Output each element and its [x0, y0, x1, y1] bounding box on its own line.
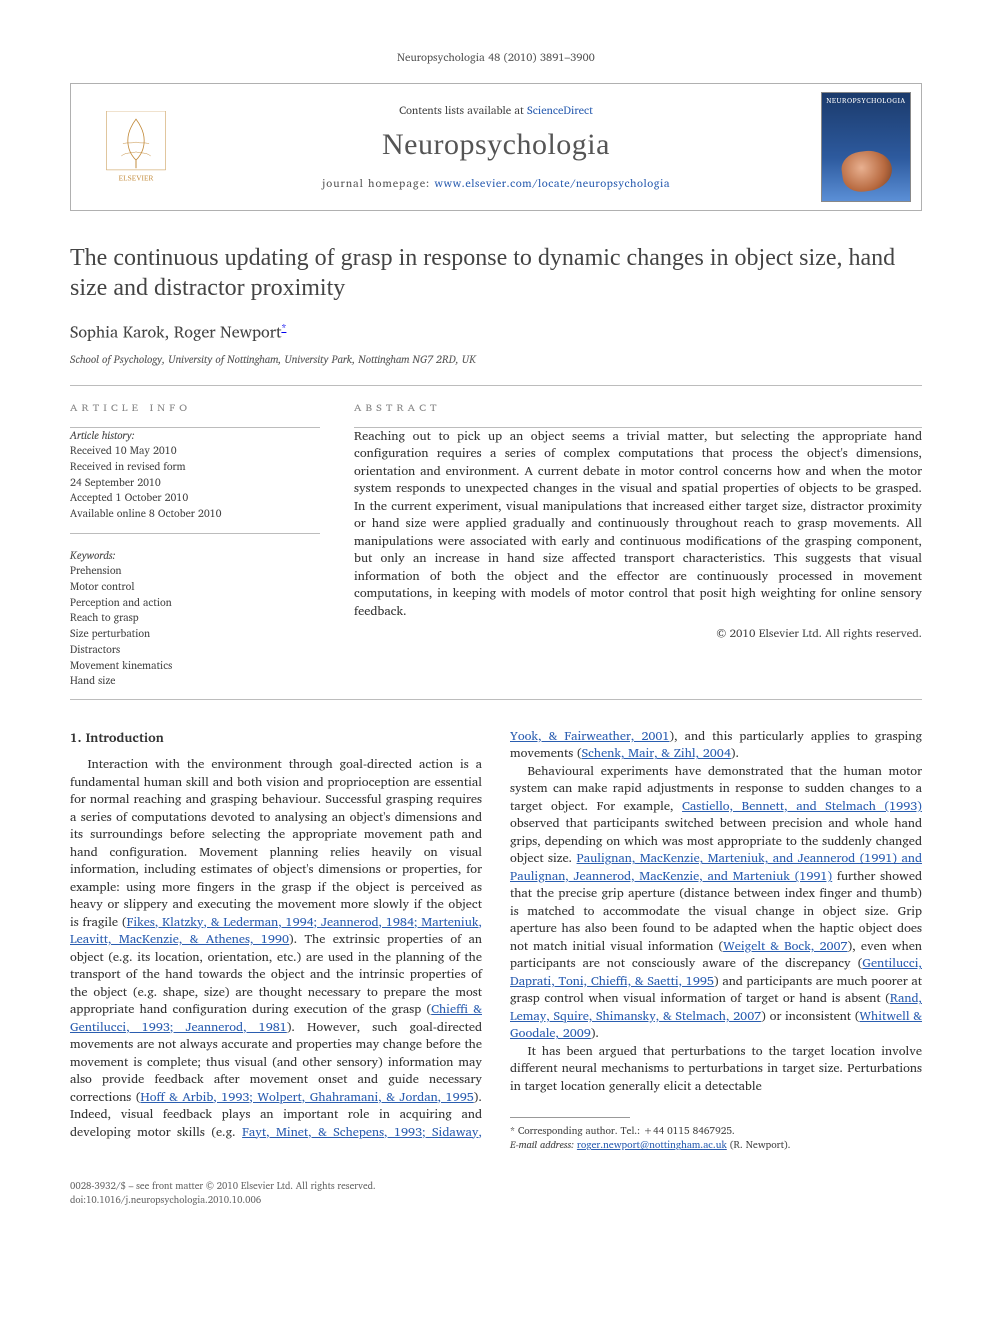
abstract-copyright: © 2010 Elsevier Ltd. All rights reserved… — [354, 626, 922, 642]
article-info-col: article info Article history: Received 1… — [70, 400, 320, 689]
sciencedirect-link[interactable]: ScienceDirect — [527, 101, 593, 119]
keyword: Perception and action — [70, 595, 320, 610]
rule-bottom — [70, 699, 922, 700]
email-label: E-mail address: — [510, 1137, 577, 1153]
footer-issn-line: 0028-3932/$ – see front matter © 2010 El… — [70, 1180, 376, 1193]
keywords-head: Keywords: — [70, 548, 320, 563]
history-line: 24 September 2010 — [70, 475, 320, 490]
corresponding-footnote: * Corresponding author. Tel.: +44 0115 8… — [510, 1124, 922, 1138]
email-who: (R. Newport). — [727, 1137, 791, 1153]
paragraph: It has been argued that perturbations to… — [510, 1043, 922, 1096]
author-list: Sophia Karok, Roger Newport — [70, 320, 281, 346]
history-line: Available online 8 October 2010 — [70, 506, 320, 521]
masthead: ELSEVIER Contents lists available at Sci… — [70, 83, 922, 211]
footer: 0028-3932/$ – see front matter © 2010 El… — [70, 1180, 922, 1207]
info-rule-2 — [70, 533, 320, 534]
email-link[interactable]: roger.newport@nottingham.ac.uk — [577, 1137, 727, 1153]
history-line: Received 10 May 2010 — [70, 443, 320, 458]
keyword: Reach to grasp — [70, 610, 320, 625]
keyword: Hand size — [70, 673, 320, 688]
article-info-block: Article history: Received 10 May 2010 Re… — [70, 428, 320, 688]
affiliation: School of Psychology, University of Nott… — [70, 352, 922, 367]
footer-doi-line: doi:10.1016/j.neuropsychologia.2010.10.0… — [70, 1194, 376, 1207]
abstract-label: abstract — [354, 400, 922, 417]
journal-cover-thumb: NEUROPSYCHOLOGIA — [821, 92, 911, 202]
authors: Sophia Karok, Roger Newport* — [70, 321, 922, 344]
abstract-col: abstract Reaching out to pick up an obje… — [354, 400, 922, 689]
rule-top — [70, 385, 922, 386]
keyword: Prehension — [70, 563, 320, 578]
keyword: Distractors — [70, 642, 320, 657]
keyword: Movement kinematics — [70, 658, 320, 673]
article-title: The continuous updating of grasp in resp… — [70, 243, 922, 303]
elsevier-tree-icon: ELSEVIER — [100, 111, 172, 183]
masthead-center: Contents lists available at ScienceDirec… — [191, 103, 801, 192]
section-heading: 1. Introduction — [70, 728, 482, 746]
section-number: 1. — [70, 726, 82, 748]
paragraph: Behavioural experiments have demonstrate… — [510, 763, 922, 1043]
keyword: Motor control — [70, 579, 320, 594]
publisher-logo-label: ELSEVIER — [119, 174, 154, 183]
page: Neuropsychologia 48 (2010) 3891–3900 ELS… — [0, 0, 992, 1247]
abstract-text: Reaching out to pick up an object seems … — [354, 428, 922, 621]
footnotes: * Corresponding author. Tel.: +44 0115 8… — [510, 1124, 922, 1152]
body-columns: 1. Introduction Interaction with the env… — [70, 728, 922, 1153]
history-head: Article history: — [70, 428, 320, 443]
email-footnote: E-mail address: roger.newport@nottingham… — [510, 1138, 922, 1152]
text-run: ) or inconsistent ( — [761, 1006, 859, 1026]
keyword: Size perturbation — [70, 626, 320, 641]
article-info-label: article info — [70, 400, 320, 417]
publisher-logo: ELSEVIER — [81, 111, 191, 183]
corresponding-marker[interactable]: * — [281, 320, 286, 336]
homepage-label: journal homepage: — [322, 174, 434, 192]
text-run: Interaction with the environment through… — [70, 754, 482, 932]
availability-line: Contents lists available at ScienceDirec… — [191, 103, 801, 118]
running-head: Neuropsychologia 48 (2010) 3891–3900 — [70, 50, 922, 65]
info-abstract-grid: article info Article history: Received 1… — [70, 400, 922, 689]
cover-label: NEUROPSYCHOLOGIA — [822, 97, 910, 107]
availability-prefix: Contents lists available at — [399, 101, 527, 119]
homepage-line: journal homepage: www.elsevier.com/locat… — [191, 176, 801, 191]
homepage-link[interactable]: www.elsevier.com/locate/neuropsychologia — [434, 174, 670, 192]
history-line: Received in revised form — [70, 459, 320, 474]
section-title: Introduction — [86, 726, 164, 748]
footnote-separator — [510, 1117, 630, 1118]
journal-name: Neuropsychologia — [191, 124, 801, 166]
history-line: Accepted 1 October 2010 — [70, 490, 320, 505]
footer-left: 0028-3932/$ – see front matter © 2010 El… — [70, 1180, 376, 1207]
